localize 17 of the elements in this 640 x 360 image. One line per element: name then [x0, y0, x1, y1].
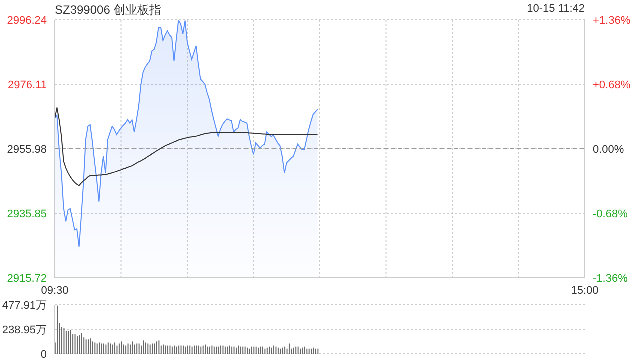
y2-tick-label: 0.00%: [593, 144, 624, 156]
y2-tick-label: -1.36%: [593, 273, 628, 285]
y-tick-label: 2915.72: [7, 273, 47, 285]
y-tick-label: 238.95万: [2, 324, 47, 336]
y-tick-label: 0: [40, 349, 47, 360]
y-tick-label: 2976.11: [8, 80, 47, 92]
y2-tick-label: -0.68%: [593, 208, 628, 220]
y2-tick-label: +1.36%: [593, 15, 631, 27]
x-tick-label: 15:00: [571, 285, 599, 297]
y-tick-label: 2955.98: [7, 144, 47, 156]
y-tick-label: 2935.85: [7, 208, 47, 220]
y-tick-label: 2996.24: [7, 15, 47, 27]
chart-title: SZ399006 创业板指: [55, 2, 162, 19]
y-tick-label: 477.91万: [2, 300, 47, 312]
y2-tick-label: +0.68%: [593, 80, 631, 92]
text: 10-15 11:42: [527, 3, 585, 15]
x-tick-label: 09:30: [41, 285, 69, 297]
